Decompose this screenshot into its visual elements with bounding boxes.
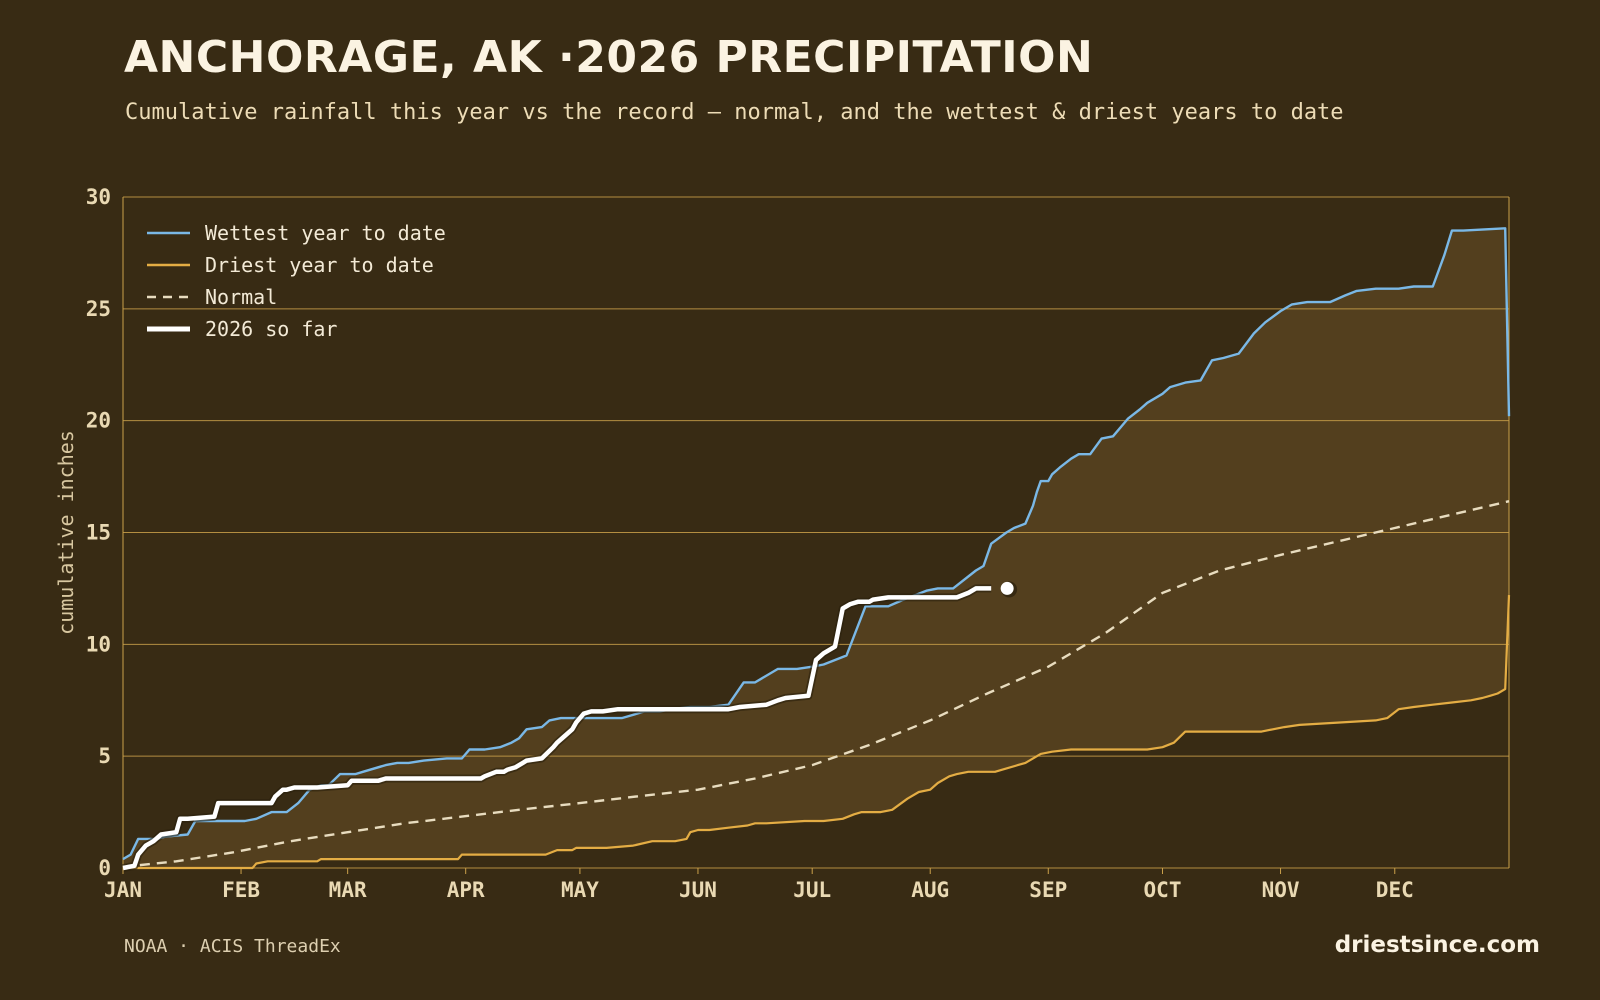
- x-tick-label-dec: DEC: [1376, 878, 1414, 902]
- y-tick-label: 10: [86, 632, 111, 656]
- series-normal-line: [122, 500, 1510, 869]
- source-credit: NOAA · ACIS ThreadEx: [124, 936, 341, 957]
- x-tick-label-apr: APR: [447, 878, 485, 902]
- x-tick-label-jan: JAN: [104, 878, 142, 902]
- y-tick-label: 0: [98, 856, 111, 880]
- chart-subtitle: Cumulative rainfall this year vs the rec…: [125, 100, 1344, 125]
- y-tick-label: 30: [86, 185, 111, 209]
- record-range-band: [123, 228, 1509, 869]
- x-tick-label-feb: FEB: [222, 878, 260, 902]
- legend-label-1: Driest year to date: [205, 253, 434, 277]
- x-tick-label-nov: NOV: [1262, 878, 1300, 902]
- x-tick-label-may: MAY: [561, 878, 599, 902]
- y-tick-label: 15: [86, 521, 111, 545]
- legend-label-0: Wettest year to date: [205, 221, 446, 245]
- x-tick-label-sep: SEP: [1029, 878, 1067, 902]
- y-tick-label: 5: [98, 744, 111, 768]
- y-tick-label: 25: [86, 297, 111, 321]
- x-tick-label-aug: AUG: [911, 878, 949, 902]
- legend-label-3: 2026 so far: [205, 317, 337, 341]
- series-driest-line: [123, 595, 1511, 870]
- series-wettest-line: [122, 227, 1511, 861]
- series-current-line: [122, 586, 992, 871]
- x-tick-label-jun: JUN: [679, 878, 717, 902]
- x-tick-label-jul: JUL: [793, 878, 831, 902]
- chart-title: ANCHORAGE, AK ·2026 PRECIPITATION: [124, 32, 1094, 83]
- y-axis-label: cumulative inches: [54, 430, 78, 635]
- y-tick-label: 20: [86, 409, 111, 433]
- x-tick-label-oct: OCT: [1144, 878, 1182, 902]
- legend-label-2: Normal: [205, 285, 277, 309]
- x-tick-label-mar: MAR: [329, 878, 367, 902]
- current-endpoint-marker: [1000, 581, 1014, 595]
- site-brand: driestsince.com: [1334, 932, 1540, 958]
